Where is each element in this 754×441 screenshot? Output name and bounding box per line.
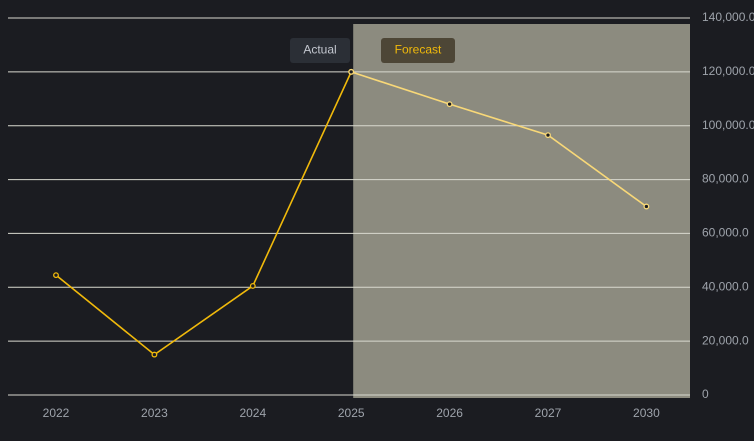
data-point — [446, 101, 453, 108]
legend-label: Actual — [303, 43, 336, 57]
data-line — [55, 71, 352, 356]
x-tick-label: 2025 — [338, 406, 365, 420]
x-tick-label: 2023 — [141, 406, 168, 420]
y-tick-label: 0 — [702, 387, 709, 401]
legend-label: Forecast — [395, 43, 442, 57]
series — [348, 68, 650, 210]
y-tick-label: 80,000.0 — [702, 172, 749, 186]
legend-button[interactable] — [290, 38, 350, 63]
x-tick-label: 2026 — [436, 406, 463, 420]
x-tick-label: 2024 — [239, 406, 266, 420]
data-point — [151, 351, 158, 358]
y-tick-label: 40,000.0 — [702, 279, 749, 293]
data-line — [350, 71, 647, 208]
y-tick-label: 60,000.0 — [702, 226, 749, 240]
y-tick-label: 20,000.0 — [702, 333, 749, 347]
y-tick-label: 120,000.0 — [702, 64, 754, 78]
data-point — [545, 132, 551, 139]
data-point — [53, 272, 59, 279]
x-tick-label: 2030 — [633, 406, 660, 420]
y-tick-label: 100,000.0 — [702, 118, 754, 132]
data-point — [643, 203, 650, 210]
data-point — [348, 68, 355, 75]
y-tick-label: 140,000.0 — [702, 10, 754, 24]
x-tick-label: 2022 — [43, 406, 70, 420]
forecast-region — [353, 24, 690, 398]
data-point — [249, 282, 256, 289]
x-tick-label: 2027 — [535, 406, 562, 420]
legend-button[interactable] — [381, 38, 455, 63]
series — [53, 68, 355, 358]
